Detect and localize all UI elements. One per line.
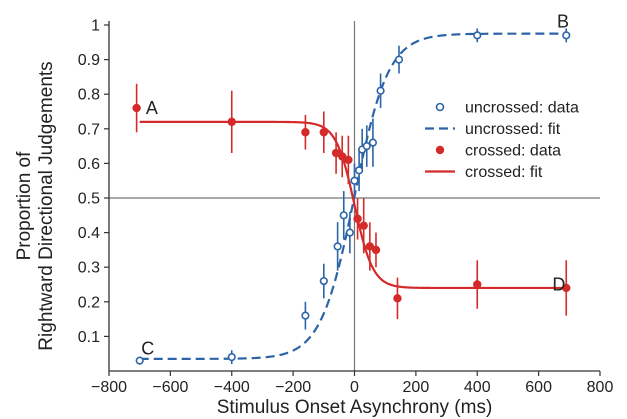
uncrossed-data-point bbox=[319, 276, 328, 286]
crossed-data-point bbox=[393, 294, 402, 303]
legend: uncrossed: data uncrossed: fit crossed: da… bbox=[425, 100, 579, 181]
legend-crossed-data-label: crossed: data bbox=[465, 143, 561, 160]
uncrossed-data-point bbox=[394, 55, 404, 64]
crossed-data-point bbox=[562, 283, 571, 293]
point-label-d: D bbox=[552, 275, 565, 295]
crossed-data-point bbox=[301, 128, 310, 137]
crossed-data-point bbox=[473, 280, 482, 289]
x-tick-label: 600 bbox=[525, 379, 552, 396]
y-axis-title-line-1: Proportion of bbox=[14, 151, 35, 261]
uncrossed-data-point bbox=[339, 211, 348, 220]
x-tick-label: −800 bbox=[91, 379, 127, 396]
legend-uncrossed-data-marker bbox=[435, 102, 445, 112]
legend-crossed-fit-label: crossed: fit bbox=[465, 164, 543, 181]
uncrossed-data-point bbox=[473, 31, 482, 40]
data-points bbox=[132, 31, 571, 365]
crossed-data-point bbox=[227, 117, 236, 127]
crossed-data-point bbox=[331, 148, 341, 158]
legend-crossed-data-marker bbox=[435, 145, 445, 155]
point-annotations: A B C D bbox=[141, 12, 569, 359]
uncrossed-data-point bbox=[355, 166, 364, 175]
uncrossed-data-point bbox=[368, 138, 378, 147]
uncrossed-data-point bbox=[135, 356, 144, 365]
uncrossed-data-point bbox=[562, 31, 571, 40]
crossed-data-point bbox=[132, 103, 141, 113]
uncrossed-data-point bbox=[350, 176, 359, 185]
error-bars bbox=[135, 28, 568, 365]
crossed-data-point bbox=[319, 128, 329, 137]
y-axis-title-line-2: Rightward Directional Judgements bbox=[36, 61, 57, 350]
point-label-a: A bbox=[146, 98, 158, 118]
uncrossed-data-point bbox=[227, 353, 236, 362]
y-tick-label: 0.3 bbox=[78, 260, 100, 277]
point-label-b: B bbox=[557, 12, 569, 32]
y-tick-label: 0.4 bbox=[78, 225, 100, 242]
x-tick-label: 800 bbox=[587, 379, 614, 396]
uncrossed-data-point bbox=[362, 142, 371, 151]
axis-titles: Stimulus Onset Asynchrony (ms) Proportio… bbox=[14, 61, 492, 418]
crossed-data-point bbox=[365, 242, 375, 251]
x-axis-title: Stimulus Onset Asynchrony (ms) bbox=[217, 397, 493, 418]
uncrossed-data-point bbox=[301, 311, 310, 320]
crossed-data-point bbox=[338, 152, 347, 161]
uncrossed-data-point bbox=[333, 242, 342, 251]
y-tick-label: 1 bbox=[91, 18, 100, 35]
x-tick-label: −200 bbox=[275, 379, 311, 396]
legend-uncrossed-data-label: uncrossed: data bbox=[465, 100, 579, 117]
crossed-data-point bbox=[371, 245, 381, 255]
y-tick-label: 0.8 bbox=[78, 87, 100, 104]
y-tick-label: 0.6 bbox=[78, 156, 100, 173]
x-tick-label: 0 bbox=[350, 379, 359, 396]
uncrossed-data-point bbox=[376, 86, 385, 95]
y-tick-label: 0.2 bbox=[78, 294, 100, 311]
crossed-data-point bbox=[359, 221, 368, 230]
x-tick-label: −400 bbox=[214, 379, 250, 396]
y-tick-label: 0.1 bbox=[78, 329, 100, 346]
crossed-data-point bbox=[344, 155, 353, 165]
x-tick-label: −600 bbox=[152, 379, 188, 396]
legend-uncrossed-fit-label: uncrossed: fit bbox=[465, 121, 561, 138]
y-tick-label: 0.7 bbox=[78, 121, 100, 138]
x-tick-label: 200 bbox=[403, 379, 430, 396]
point-label-c: C bbox=[141, 339, 154, 359]
uncrossed-data-point bbox=[345, 228, 354, 237]
y-tick-label: 0.9 bbox=[78, 52, 100, 69]
y-tick-label: 0.5 bbox=[78, 191, 100, 208]
crossed-data-point bbox=[353, 214, 362, 223]
crossed-fit-curve bbox=[139, 120, 570, 290]
x-tick-label: 400 bbox=[464, 379, 491, 396]
axes: −800 −600 −400 −200 0 200 400 600 800 0.1 0.2 0.3 0.… bbox=[78, 18, 614, 397]
